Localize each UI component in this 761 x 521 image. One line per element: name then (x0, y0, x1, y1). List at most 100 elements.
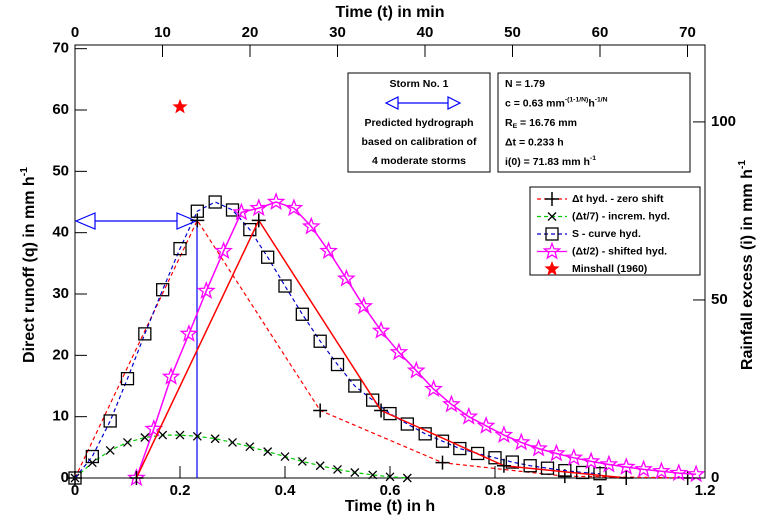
marker-square (540, 461, 555, 475)
marker-star (599, 454, 619, 473)
params-line: c = 0.63 mm-(1-1/N)h-1/N (505, 97, 608, 109)
marker-star (319, 241, 338, 259)
marker-square (173, 241, 187, 256)
storm-title: Storm No. 1 (390, 78, 449, 90)
x-axis-title: Time (t) in h (345, 498, 435, 515)
marker-plus (374, 403, 389, 418)
marker-star (542, 241, 562, 260)
marker-square (261, 250, 275, 264)
text-part: h (588, 97, 594, 109)
x2-tick-label: 20 (242, 24, 259, 41)
marker-cross (368, 470, 378, 480)
x2-tick-label: 70 (679, 24, 696, 41)
marker-star (511, 432, 531, 451)
marker-star (494, 425, 514, 443)
legend-label: Minshall (1960) (572, 263, 647, 275)
y-tick-label: 50 (52, 162, 69, 179)
text-part: -1 (19, 167, 30, 176)
y-tick-label: 20 (52, 346, 69, 363)
storm-line: Predicted hydrograph (364, 117, 473, 129)
marker-star (669, 463, 689, 482)
marker-square (120, 371, 135, 386)
marker-star (161, 366, 181, 385)
marker-plus (251, 213, 266, 228)
y2-tick-label: 0 (711, 469, 719, 486)
legend-label: S - curve hyd. (572, 228, 641, 240)
series-line (74, 201, 601, 479)
y2-axis-title: Rainfall excess (i) in mm h-1 (737, 160, 756, 370)
marker-cross (263, 447, 273, 457)
text-part: -1 (590, 155, 596, 162)
y-tick-label: 70 (52, 40, 69, 57)
arrow-head (74, 212, 96, 230)
marker-plus (435, 455, 450, 470)
x-tick-label: 1 (596, 482, 604, 499)
marker-cross (297, 456, 307, 466)
x2-tick-label: 0 (71, 24, 79, 41)
x2-axis-title: Time (t) in min (335, 4, 444, 21)
text-part: -1 (737, 160, 748, 169)
marker-square (330, 357, 345, 372)
marker-star (179, 324, 199, 342)
marker-star (476, 416, 496, 434)
marker-cross (140, 433, 150, 442)
x-tick-label: 0.2 (170, 482, 191, 499)
params-line: Δt = 0.233 h (505, 136, 564, 148)
x-tick-label: 0.4 (275, 482, 297, 499)
marker-plus (190, 213, 205, 228)
y-tick-label: 10 (52, 408, 69, 425)
marker-square (295, 307, 309, 321)
marker-star (301, 216, 321, 235)
marker-plus (313, 403, 328, 418)
marker-star (337, 268, 356, 287)
marker-square (523, 459, 537, 473)
marker-star (144, 419, 164, 437)
marker-square (138, 327, 152, 341)
marker-star (581, 451, 601, 470)
x2-tick-label: 40 (417, 24, 434, 41)
y-tick-label: 30 (52, 285, 69, 302)
marker-star (547, 443, 566, 462)
marker-star (389, 342, 409, 361)
y-tick-label: 40 (52, 224, 69, 241)
marker-square (366, 393, 380, 407)
marker-star (196, 281, 216, 299)
marker-star (459, 406, 479, 425)
text-part: N = 1.79 (505, 78, 545, 90)
marker-plus (545, 192, 559, 206)
marker-square (471, 446, 485, 461)
marker-square (103, 414, 117, 428)
series-line (74, 434, 408, 479)
marker-square (383, 406, 397, 421)
y2-tick-label: 50 (711, 291, 728, 308)
marker-star (232, 202, 251, 221)
x-tick-label: 0.6 (380, 482, 401, 499)
marker-cross (158, 430, 168, 440)
params-line: RE = 16.76 mm (505, 117, 577, 131)
text-part: R (505, 117, 513, 129)
x-tick-label: 0 (71, 482, 79, 499)
text-part: c = 0.63 mm (505, 97, 565, 109)
marker-cross (192, 431, 202, 441)
params-box (497, 72, 691, 173)
marker-cross (228, 437, 237, 447)
marker-star (406, 360, 426, 379)
marker-square (418, 427, 432, 441)
marker-star (616, 457, 636, 475)
text-part: -(1-1/N) (565, 97, 588, 104)
marker-square (190, 204, 204, 218)
text-part: i(0) = 71.83 mm h (505, 156, 590, 168)
marker-star (284, 198, 304, 217)
marker-cross (175, 430, 185, 440)
x-tick-label: 0.8 (485, 482, 506, 499)
marker-plus (129, 471, 144, 485)
arrow-head (176, 212, 198, 230)
marker-square (313, 334, 327, 348)
text-part: -1/N (595, 97, 608, 104)
x2-tick-label: 10 (154, 24, 171, 41)
marker-cross (210, 434, 220, 444)
y-tick-label: 0 (61, 469, 69, 486)
text-part: = 16.76 mm (517, 117, 577, 129)
marker-star (564, 447, 584, 466)
